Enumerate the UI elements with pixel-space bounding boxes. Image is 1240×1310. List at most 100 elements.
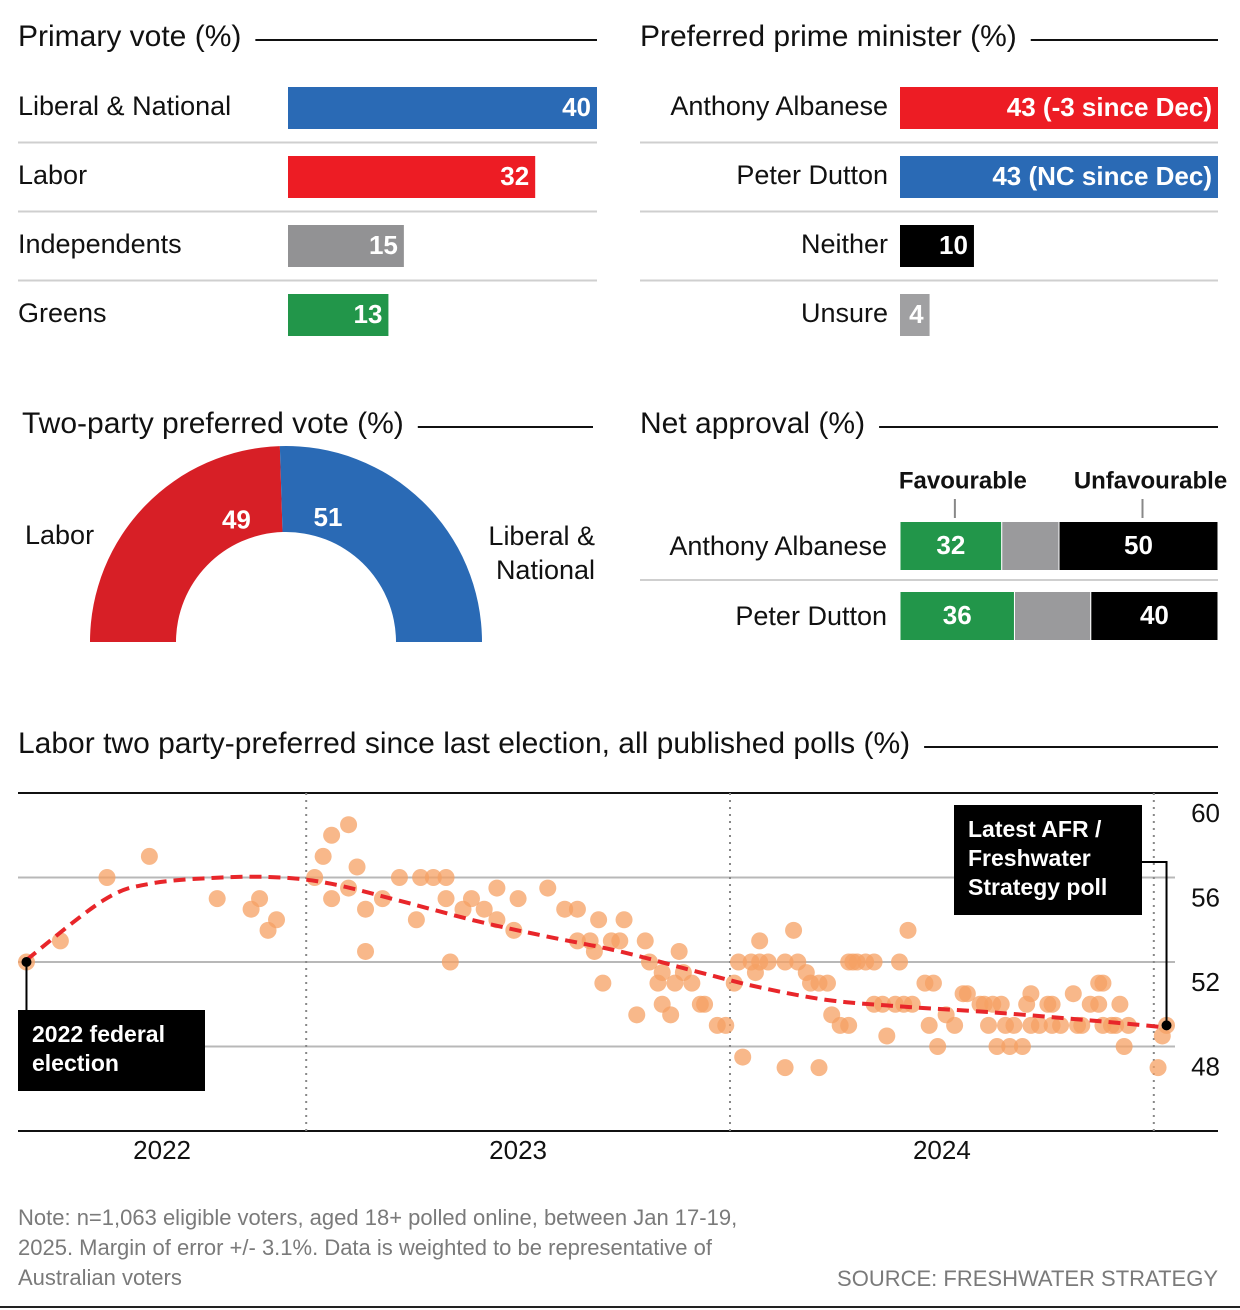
poll-point xyxy=(776,1059,794,1077)
poll-point xyxy=(590,911,608,929)
source: SOURCE: FRESHWATER STRATEGY xyxy=(837,1266,1218,1291)
category-label: Peter Dutton xyxy=(735,601,887,631)
value-label: 13 xyxy=(354,299,383,329)
value-label: 15 xyxy=(369,230,398,260)
bar-segment xyxy=(899,521,1003,571)
poll-point xyxy=(759,953,777,971)
poll-point xyxy=(924,974,942,992)
chart-title: Labor two party-preferred since last ele… xyxy=(18,727,910,760)
bar-segment xyxy=(1001,521,1060,571)
poll-point xyxy=(785,921,803,939)
trend-line xyxy=(25,874,1167,1030)
poll-point xyxy=(568,900,586,918)
value-label: 32 xyxy=(500,161,529,191)
poll-point xyxy=(424,869,442,886)
category-label: Peter Dutton xyxy=(736,160,888,190)
value-label: 40 xyxy=(1140,600,1169,630)
poll-point xyxy=(1115,1038,1133,1055)
poll-point xyxy=(662,1006,680,1024)
chart-title: Net approval (%) xyxy=(640,407,865,440)
value-label: 4 xyxy=(909,299,924,329)
donut-segment xyxy=(90,446,283,642)
poll-point xyxy=(475,900,493,918)
poll-point xyxy=(1013,1038,1031,1055)
poll-point xyxy=(717,1016,735,1034)
note: Note: n=1,063 eligible voters, aged 18+ … xyxy=(18,1205,738,1290)
poll-point xyxy=(568,932,586,950)
donut-segment xyxy=(279,445,482,642)
poll-point xyxy=(390,869,408,886)
poll-point xyxy=(751,932,769,950)
chart-title: Preferred prime minister (%) xyxy=(640,20,1017,53)
bar-segment xyxy=(1058,521,1219,571)
poll-point xyxy=(840,1016,858,1034)
category-label: Labor xyxy=(25,520,94,550)
annotation-connector xyxy=(1142,861,1168,1026)
value-label: 10 xyxy=(939,230,968,260)
y-tick-label: 56 xyxy=(1191,882,1220,912)
poll-point xyxy=(348,858,366,876)
poll-point xyxy=(865,953,883,971)
poll-point xyxy=(1094,974,1112,992)
value-label: 32 xyxy=(936,530,965,560)
poll-point xyxy=(314,847,332,865)
poll-point xyxy=(696,995,714,1013)
category-label: Anthony Albanese xyxy=(670,91,888,121)
poll-point xyxy=(878,1027,896,1045)
poll-point xyxy=(594,974,612,992)
category-label: Liberal & National xyxy=(488,521,595,585)
annotation: Latest AFR / Freshwater Strategy poll xyxy=(954,805,1142,915)
x-tick-label: 2023 xyxy=(489,1135,547,1165)
poll-point xyxy=(903,995,921,1013)
poll-point xyxy=(488,879,506,897)
poll-point xyxy=(437,890,455,908)
poll-point xyxy=(412,869,430,886)
x-tick-label: 2024 xyxy=(913,1135,971,1165)
poll-point xyxy=(958,985,976,1003)
poll-point xyxy=(585,942,603,960)
poll-point xyxy=(208,890,226,908)
category-label: Greens xyxy=(18,298,107,328)
value-label: 50 xyxy=(1124,530,1153,560)
poll-point xyxy=(670,942,688,960)
poll-point xyxy=(636,932,654,950)
poll-point xyxy=(776,953,794,971)
poll-point xyxy=(980,1016,998,1034)
bar xyxy=(900,156,1218,198)
bar-segment xyxy=(899,591,1015,641)
poll-point xyxy=(653,964,671,982)
poll-point xyxy=(611,932,629,950)
poll-point xyxy=(323,890,341,908)
poll-point xyxy=(306,869,324,886)
poll-point xyxy=(509,890,527,908)
bar xyxy=(900,294,930,336)
poll-point xyxy=(357,900,375,918)
poll-point xyxy=(683,974,701,992)
poll-point xyxy=(1005,1016,1023,1034)
poll-point xyxy=(628,1006,646,1024)
poll-point xyxy=(98,869,116,886)
category-label: Liberal & National xyxy=(18,91,231,121)
value-label: 36 xyxy=(943,600,972,630)
highlight-point xyxy=(21,957,32,967)
poll-point xyxy=(556,900,574,918)
poll-point xyxy=(1064,985,1082,1003)
poll-point xyxy=(920,1016,938,1034)
poll-point xyxy=(357,942,375,960)
category-label: Neither xyxy=(801,229,888,259)
poll-point xyxy=(140,847,158,865)
chart-title: Two-party preferred vote (%) xyxy=(22,407,404,440)
poll-point xyxy=(946,1016,964,1034)
chart-title: Primary vote (%) xyxy=(18,20,241,53)
bar xyxy=(288,156,536,198)
poll-point xyxy=(992,995,1010,1013)
bar-segment xyxy=(1013,591,1092,641)
category-label: Independents xyxy=(18,229,182,259)
bar xyxy=(900,225,974,267)
poll-point xyxy=(1090,995,1108,1013)
poll-point xyxy=(929,1038,947,1055)
poll-point xyxy=(1149,1059,1167,1077)
legend-label: Favourable xyxy=(899,467,1027,494)
bar xyxy=(288,87,597,129)
